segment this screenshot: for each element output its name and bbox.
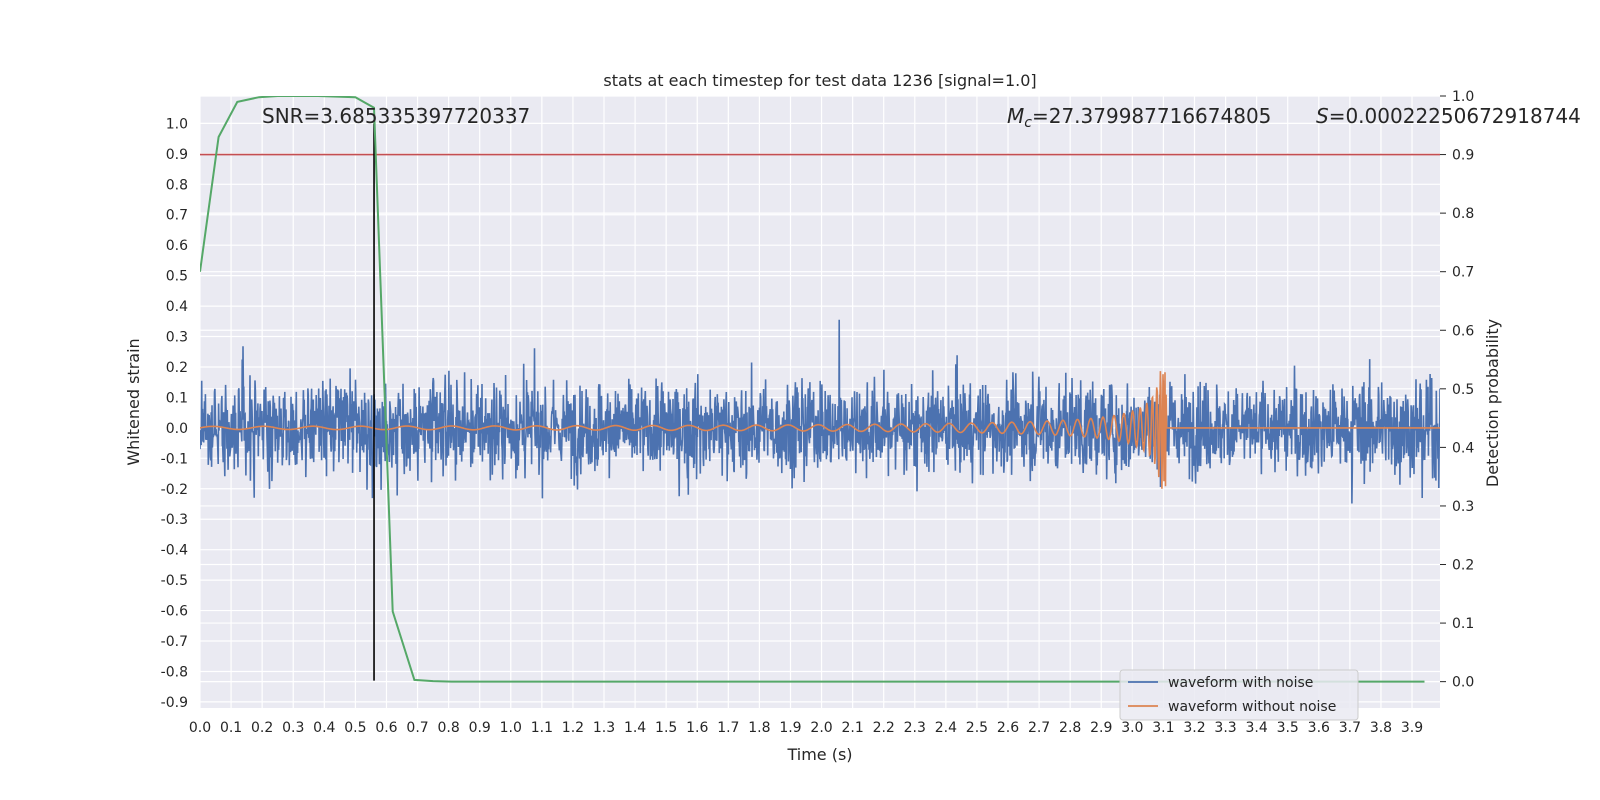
y-tick-label: 0.0 bbox=[166, 421, 188, 437]
x-tick-label: 2.2 bbox=[873, 720, 895, 736]
x-tick-label: 1.9 bbox=[779, 720, 801, 736]
y-tick-label: -0.4 bbox=[161, 543, 188, 559]
right-tick-label: 0.8 bbox=[1452, 206, 1474, 222]
x-tick-label: 2.6 bbox=[997, 720, 1019, 736]
x-tick-label: 2.0 bbox=[810, 720, 832, 736]
x-tick-label: 2.1 bbox=[841, 720, 863, 736]
x-tick-label: 2.7 bbox=[1028, 720, 1050, 736]
x-tick-label: 2.3 bbox=[904, 720, 926, 736]
x-tick-label: 0.1 bbox=[220, 720, 242, 736]
x-tick-label: 3.0 bbox=[1121, 720, 1143, 736]
right-tick-label: 0.0 bbox=[1452, 675, 1474, 691]
y-axis-ticks: 1.0 0.9 0.8 0.7 0.6 0.5 0.4 0.3 0.2 0.1 0.0 -0.1 -0.… bbox=[161, 116, 188, 711]
y-tick-label: -0.3 bbox=[161, 512, 188, 528]
x-tick-label: 2.8 bbox=[1059, 720, 1081, 736]
x-tick-label: 3.1 bbox=[1152, 720, 1174, 736]
y-tick-label: -0.1 bbox=[161, 451, 188, 467]
y-tick-label: 0.5 bbox=[166, 269, 188, 285]
right-tick-label: 0.6 bbox=[1452, 323, 1474, 339]
y-tick-label: 0.1 bbox=[166, 390, 188, 406]
y-tick-label: 0.6 bbox=[166, 238, 188, 254]
y-tick-label: 0.9 bbox=[166, 147, 188, 163]
right-axis-label: Detection probability bbox=[1483, 319, 1502, 487]
x-tick-label: 3.7 bbox=[1339, 720, 1361, 736]
x-tick-label: 1.8 bbox=[748, 720, 770, 736]
x-tick-label: 1.6 bbox=[686, 720, 708, 736]
right-tick-label: 0.9 bbox=[1452, 148, 1474, 164]
series-waveform-with-noise bbox=[200, 319, 1440, 504]
y-tick-label: 0.2 bbox=[166, 360, 188, 376]
x-tick-label: 2.5 bbox=[966, 720, 988, 736]
x-axis-ticks: 0.0 0.1 0.2 0.3 0.4 0.5 0.6 0.7 0.8 0.9 1.0 1.1 1.2 1… bbox=[189, 720, 1423, 736]
x-tick-label: 0.3 bbox=[282, 720, 304, 736]
x-tick-label: 1.5 bbox=[655, 720, 677, 736]
x-tick-label: 3.9 bbox=[1401, 720, 1423, 736]
mc-subscript: c bbox=[1024, 115, 1032, 131]
series-detection-probability bbox=[200, 96, 1425, 683]
x-tick-label: 1.2 bbox=[562, 720, 584, 736]
legend-box bbox=[1119, 669, 1359, 721]
right-tick-label: 0.7 bbox=[1452, 265, 1474, 281]
mc-value: =27.379987716674805 bbox=[1032, 104, 1271, 128]
x-tick-label: 0.8 bbox=[437, 720, 459, 736]
mc-symbol: M bbox=[1007, 104, 1024, 128]
x-tick-label: 0.0 bbox=[189, 720, 211, 736]
y-tick-label: -0.5 bbox=[161, 573, 188, 589]
y-tick-label: 0.4 bbox=[166, 299, 188, 315]
y-tick-label: 0.8 bbox=[166, 177, 188, 193]
s-symbol: S bbox=[1316, 104, 1329, 128]
s-annotation: S=0.00022250672918744 bbox=[1316, 104, 1581, 128]
right-tick-label: 0.1 bbox=[1452, 616, 1474, 632]
mc-annotation: Mc=27.379987716674805 bbox=[1007, 104, 1271, 131]
x-tick-label: 3.3 bbox=[1214, 720, 1236, 736]
x-tick-label: 3.2 bbox=[1183, 720, 1205, 736]
x-tick-label: 3.8 bbox=[1370, 720, 1392, 736]
legend-label-clean: waveform without noise bbox=[1168, 699, 1336, 715]
legend: waveform with noise waveform without noi… bbox=[1119, 669, 1359, 721]
x-tick-label: 1.4 bbox=[624, 720, 646, 736]
chart-title: stats at each timestep for test data 123… bbox=[603, 71, 1036, 90]
y-tick-label: -0.9 bbox=[161, 695, 188, 711]
y-tick-label: -0.8 bbox=[161, 664, 188, 680]
x-tick-label: 3.4 bbox=[1246, 720, 1268, 736]
x-tick-label: 0.4 bbox=[313, 720, 335, 736]
series-waveform-without-noise bbox=[200, 371, 1440, 489]
s-value: =0.00022250672918744 bbox=[1329, 104, 1581, 128]
y-tick-label: -0.2 bbox=[161, 482, 188, 498]
x-tick-label: 3.5 bbox=[1277, 720, 1299, 736]
x-tick-label: 0.9 bbox=[469, 720, 491, 736]
legend-label-noise: waveform with noise bbox=[1168, 675, 1313, 691]
x-tick-label: 0.5 bbox=[344, 720, 366, 736]
snr-annotation: SNR=3.685335397720337 bbox=[262, 104, 530, 128]
right-axis-ticks: 1.0 0.9 0.8 0.7 0.6 0.5 0.4 0.3 0.2 0.1 0.0 bbox=[1440, 89, 1474, 691]
y-axis-label: Whitened strain bbox=[124, 338, 143, 465]
x-tick-label: 0.6 bbox=[375, 720, 397, 736]
right-tick-label: 0.4 bbox=[1452, 440, 1474, 456]
x-tick-label: 1.7 bbox=[717, 720, 739, 736]
right-tick-label: 0.3 bbox=[1452, 499, 1474, 515]
x-tick-label: 0.2 bbox=[251, 720, 273, 736]
right-tick-label: 0.5 bbox=[1452, 382, 1474, 398]
x-axis-label: Time (s) bbox=[786, 745, 852, 764]
y-tick-label: -0.6 bbox=[161, 604, 188, 620]
y-tick-label: -0.7 bbox=[161, 634, 188, 650]
x-tick-label: 2.9 bbox=[1090, 720, 1112, 736]
right-tick-label: 1.0 bbox=[1452, 89, 1474, 105]
x-tick-label: 3.6 bbox=[1308, 720, 1330, 736]
x-tick-label: 2.4 bbox=[935, 720, 957, 736]
x-tick-label: 0.7 bbox=[406, 720, 428, 736]
y-tick-label: 0.3 bbox=[166, 330, 188, 346]
y-tick-label: 0.7 bbox=[166, 208, 188, 224]
grid bbox=[199, 95, 1440, 708]
y-tick-label: 1.0 bbox=[166, 116, 188, 132]
x-tick-label: 1.3 bbox=[593, 720, 615, 736]
x-tick-label: 1.0 bbox=[500, 720, 522, 736]
right-tick-label: 0.2 bbox=[1452, 558, 1474, 574]
x-tick-label: 1.1 bbox=[531, 720, 553, 736]
